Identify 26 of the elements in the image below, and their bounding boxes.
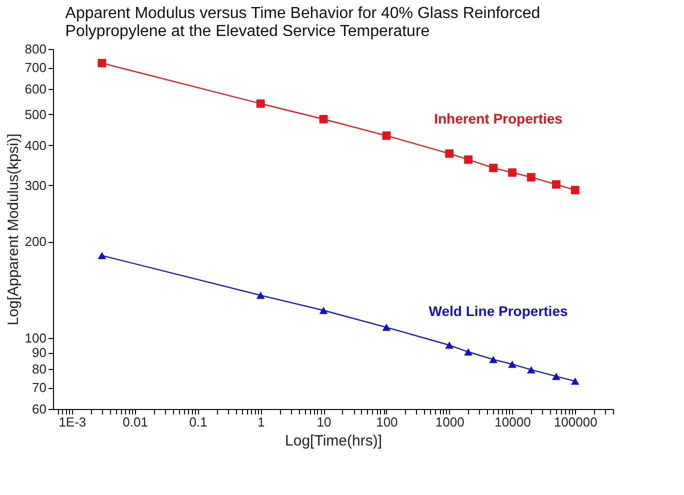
x-tick-label: 10000 (494, 414, 531, 430)
y-tick-label: 100 (24, 330, 46, 346)
x-tick-label: 0.01 (122, 414, 148, 430)
x-axis-title: Log[Time(hrs)] (285, 432, 382, 450)
y-tick-label: 500 (24, 106, 46, 122)
x-tick-label: 1 (258, 414, 265, 430)
x-tick-label: 100000 (554, 414, 598, 430)
x-tick-label: 1E-3 (58, 414, 86, 430)
y-tick-label: 60 (32, 402, 46, 416)
series-label: Inherent Properties (434, 110, 563, 127)
y-tick-label: 400 (24, 138, 46, 153)
y-tick-label: 90 (32, 345, 46, 360)
y-axis-title: Log[Apparent Modulus(kpsi)] (4, 134, 22, 326)
y-tick-label: 200 (24, 234, 46, 250)
y-tick-label: 800 (24, 42, 46, 56)
y-tick-label: 600 (24, 81, 46, 96)
x-tick-label: 100 (376, 414, 398, 430)
y-tick-label: 70 (32, 380, 46, 396)
x-tick-label: 1000 (435, 414, 464, 430)
y-tick-label: 300 (24, 178, 46, 193)
x-tick-label: 0.1 (189, 414, 208, 430)
x-tick-label: 10 (316, 414, 332, 430)
series-label: Weld Line Properties (428, 302, 568, 319)
chart-title: Apparent Modulus versus Time Behavior for 40% Glass Reinforced Polypropylene at the Elevated Service Temperature (65, 5, 540, 40)
y-tick-label: 80 (32, 362, 46, 377)
y-tick-label: 700 (24, 60, 46, 76)
